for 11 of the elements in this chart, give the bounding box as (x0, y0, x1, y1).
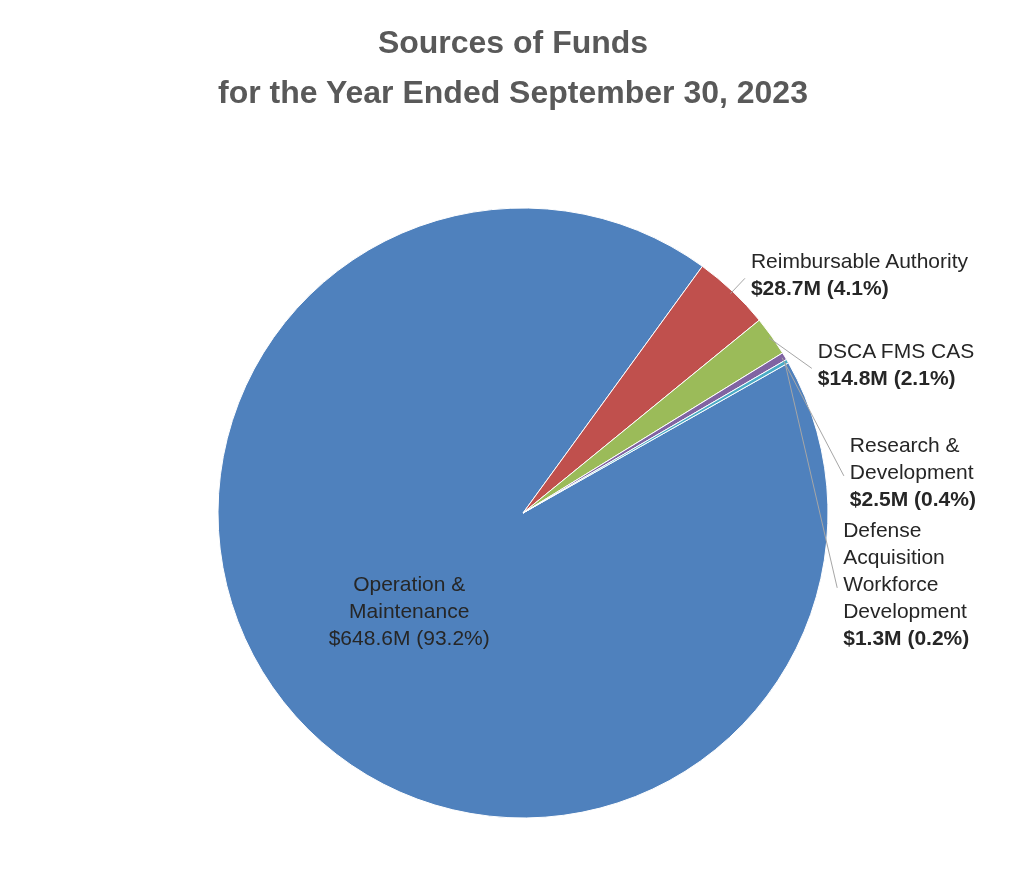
slice-label: DSCA FMS CAS (817, 339, 975, 363)
data-label: $1.3M (0.2%) (843, 626, 970, 650)
slice-label: Operation & Maintenance (349, 572, 470, 623)
slice-label: Reimbursable Authority (750, 249, 969, 273)
slice-label: Defense Acquisition Workforce Development (843, 518, 968, 623)
data-label: $648.6M (93.2%) (328, 626, 490, 650)
slice-label: Research & Development (849, 433, 974, 484)
data-label: $28.7M (4.1%) (750, 276, 889, 300)
chart-title: Sources of Funds for the Year Ended September 30, 2023 (218, 24, 808, 110)
data-label: $14.8M (2.1%) (817, 366, 956, 390)
data-label: $2.5M (0.4%) (849, 487, 976, 511)
